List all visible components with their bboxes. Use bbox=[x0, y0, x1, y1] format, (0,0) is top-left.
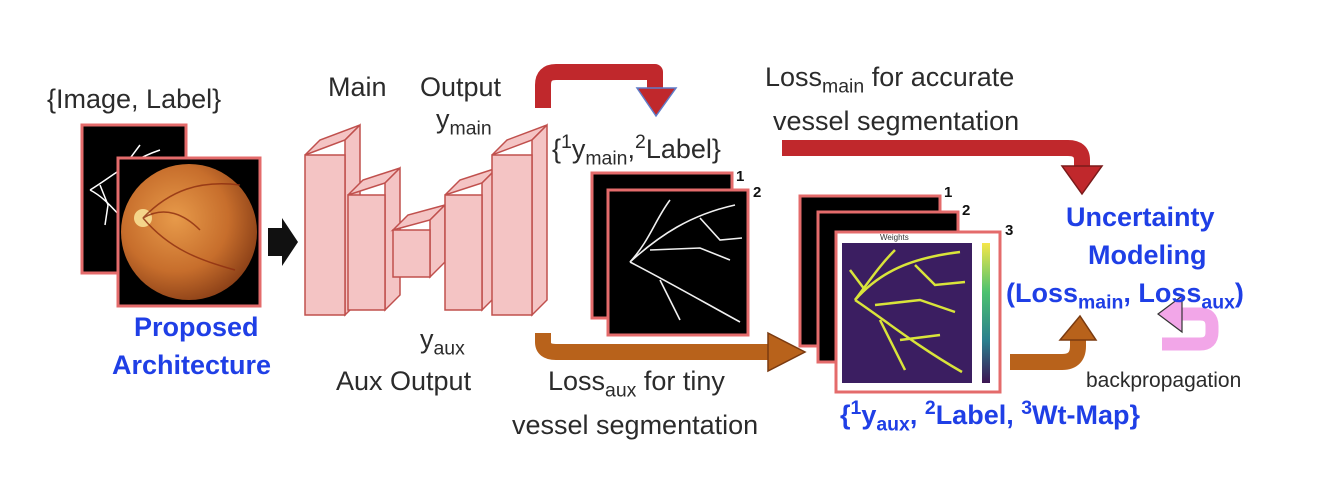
backpropagation-arrow bbox=[1157, 294, 1219, 351]
input-set-label: {Image, Label} bbox=[47, 84, 222, 114]
fundus-vessels bbox=[142, 183, 241, 271]
decoder-block-2 bbox=[491, 123, 548, 317]
uncertainty-label-line1: Uncertainty bbox=[1066, 202, 1215, 232]
main-stack-number-2: 2 bbox=[753, 184, 762, 201]
proposed-label-line2: Architecture bbox=[112, 350, 272, 380]
loss-aux-note-line1: Lossaux for tiny bbox=[548, 366, 725, 402]
main-output-arrow bbox=[535, 64, 678, 118]
loss-main-note-line1: Lossmain for accurate bbox=[765, 62, 1015, 98]
aux-stack-number-2: 2 bbox=[962, 202, 971, 219]
y-aux-label: yaux bbox=[420, 324, 465, 360]
y-main-label: ymain bbox=[436, 104, 492, 140]
main-stack-number-1: 1 bbox=[736, 168, 745, 185]
uncertainty-losses: (Lossmain, Lossaux) bbox=[1006, 278, 1244, 314]
weight-map-colorbar bbox=[982, 243, 990, 383]
main-label-image bbox=[606, 188, 750, 337]
weight-map-vessels bbox=[849, 249, 966, 374]
bottleneck-block bbox=[390, 203, 448, 279]
main-prediction-stack bbox=[590, 171, 750, 337]
output-label: Output bbox=[420, 72, 502, 102]
input-image-stack bbox=[80, 123, 262, 308]
uncertainty-label-line2: Modeling bbox=[1088, 240, 1207, 270]
main-pair-label: {1ymain,2Label} bbox=[552, 131, 721, 170]
main-loss-arrow bbox=[782, 140, 1104, 196]
aux-output-label: Aux Output bbox=[336, 366, 472, 396]
aux-output-arrow bbox=[535, 331, 807, 373]
encoder-block-2 bbox=[347, 166, 401, 312]
decoder-block-1 bbox=[444, 166, 498, 312]
backpropagation-label: backpropagation bbox=[1086, 369, 1242, 392]
aux-loss-arrow bbox=[1010, 314, 1098, 370]
weights-title: Weights bbox=[880, 233, 909, 242]
proposed-label-line1: Proposed bbox=[134, 312, 259, 342]
main-label-vessels bbox=[629, 199, 743, 323]
network-blocks bbox=[304, 123, 548, 317]
loss-main-note-line2: vessel segmentation bbox=[773, 106, 1020, 136]
main-label: Main bbox=[328, 72, 387, 102]
input-arrow bbox=[268, 218, 298, 266]
loss-aux-note-line2: vessel segmentation bbox=[512, 410, 759, 440]
aux-stack-number-3: 3 bbox=[1005, 222, 1014, 239]
aux-prediction-stack bbox=[798, 194, 1002, 394]
aux-set-label: {1yaux, 2Label, 3Wt-Map} bbox=[840, 397, 1141, 436]
aux-stack-number-1: 1 bbox=[944, 184, 953, 201]
weight-map-plot bbox=[842, 243, 972, 383]
